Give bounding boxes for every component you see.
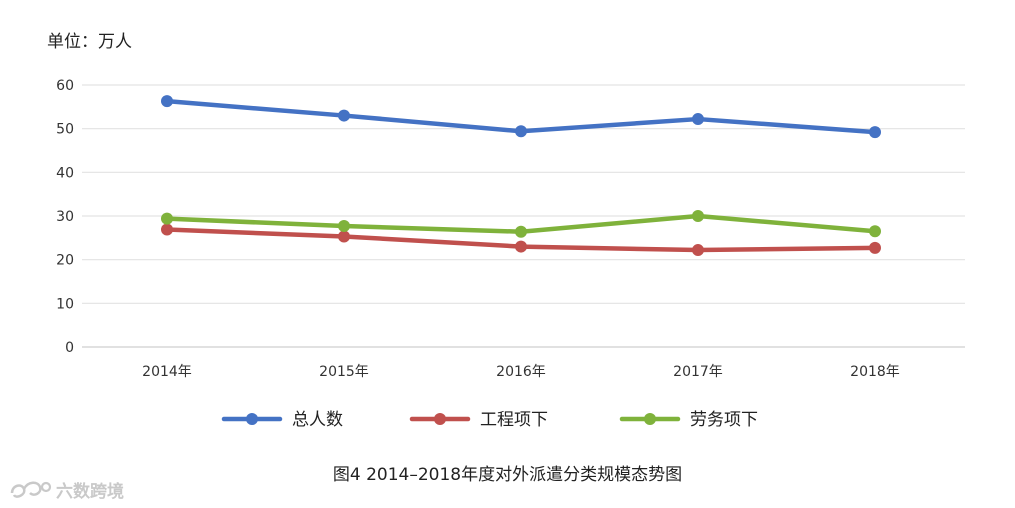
data-point [869, 225, 881, 238]
y-tick-label: 10 [56, 296, 74, 312]
x-tick-label: 2015年 [319, 364, 369, 380]
data-point [869, 241, 881, 254]
legend-swatch-marker [246, 413, 258, 425]
y-tick-label: 40 [56, 165, 74, 181]
y-tick-label: 20 [56, 253, 74, 269]
x-tick-label: 2018年 [850, 364, 900, 380]
x-tick-label: 2017年 [673, 364, 723, 380]
series-lines [161, 95, 881, 257]
data-point [515, 125, 527, 138]
data-point [515, 225, 527, 238]
legend-label: 劳务项下 [690, 410, 758, 430]
data-point [692, 210, 704, 222]
data-point [161, 95, 173, 108]
logo-icon [10, 481, 52, 498]
data-point [161, 212, 173, 225]
legend-swatch-marker [644, 413, 656, 425]
x-tick-label: 2016年 [496, 364, 546, 380]
data-point [338, 230, 350, 243]
legend-label: 工程项下 [480, 410, 548, 430]
x-tick-label: 2014年 [142, 364, 192, 380]
watermark-text: 六数跨境 [56, 482, 124, 502]
y-tick-label: 50 [56, 122, 74, 138]
x-axis-ticks: 2014年 2015年 2016年 2017年 2018年 [142, 364, 900, 380]
y-tick-label: 0 [65, 340, 74, 356]
data-point [161, 223, 173, 236]
unit-label: 单位：万人 [47, 32, 132, 52]
data-point [692, 113, 704, 126]
data-point [869, 126, 881, 139]
legend-swatch-marker [434, 413, 446, 425]
y-tick-label: 60 [56, 78, 74, 94]
data-point [338, 220, 350, 233]
data-point [692, 244, 704, 257]
data-point [515, 240, 527, 253]
legend-label: 总人数 [292, 410, 343, 430]
legend: 总人数 工程项下 劳务项下 [221, 410, 758, 430]
data-point [338, 109, 350, 122]
figure-caption: 图4 2014–2018年度对外派遣分类规模态势图 [332, 465, 683, 485]
gridlines [82, 84, 965, 348]
y-tick-label: 30 [56, 209, 74, 225]
y-axis-ticks: 0 10 20 30 40 50 60 [56, 78, 74, 356]
watermark: 六数跨境 [8, 477, 124, 502]
